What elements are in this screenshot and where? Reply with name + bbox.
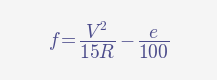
Text: $f = \dfrac{V^2}{15R} - \dfrac{e}{100}$: $f = \dfrac{V^2}{15R} - \dfrac{e}{100}$ xyxy=(48,19,169,61)
